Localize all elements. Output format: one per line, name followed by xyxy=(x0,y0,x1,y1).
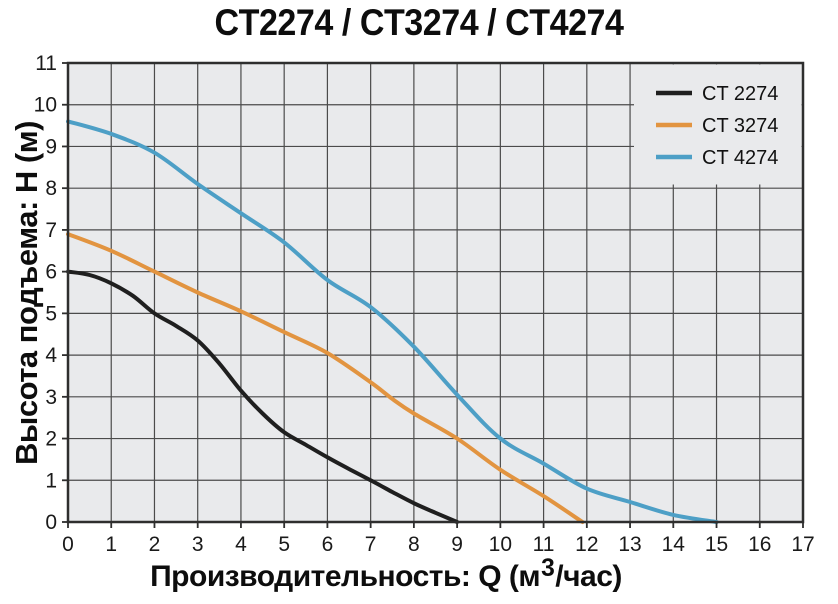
y-tick-label: 3 xyxy=(45,386,57,409)
x-axis-label-text: Производительность: Q (м xyxy=(150,560,541,593)
legend-entry: CT 4274 xyxy=(656,147,778,169)
y-tick-label: 0 xyxy=(45,511,57,534)
legend-entry: CT 3274 xyxy=(656,115,778,137)
x-tick-label: 13 xyxy=(618,533,641,556)
y-tick-label: 8 xyxy=(45,177,57,200)
x-tick-label: 0 xyxy=(62,533,74,556)
plot-frame xyxy=(66,61,805,524)
x-tick-label: 14 xyxy=(662,533,686,556)
legend: CT 2274 CT 3274 CT 4274 xyxy=(634,64,802,185)
x-tick-label: 1 xyxy=(105,533,117,556)
x-axis-label: Производительность: Q (м3/час) xyxy=(150,555,622,594)
legend-label: CT 2274 xyxy=(702,83,778,105)
chart-title: CT2274 / CT3274 / CT4274 xyxy=(214,2,624,43)
legend-label: CT 3274 xyxy=(702,115,778,137)
x-tick-label: 6 xyxy=(322,533,334,556)
y-tick-label: 9 xyxy=(45,135,57,158)
y-tick-label: 2 xyxy=(45,428,57,451)
x-tick-label: 10 xyxy=(489,533,512,556)
y-tick-label: 6 xyxy=(45,261,57,284)
x-tick-label: 15 xyxy=(705,533,728,556)
legend-entry: CT 2274 xyxy=(656,83,778,105)
x-tick-label: 16 xyxy=(748,533,771,556)
x-tick-label: 11 xyxy=(533,533,555,556)
x-tick-label: 9 xyxy=(451,533,463,556)
x-tick-label: 8 xyxy=(408,533,420,556)
gridlines xyxy=(68,63,803,522)
x-axis-label-superscript: 3 xyxy=(541,554,555,582)
y-tick-label: 7 xyxy=(45,219,57,242)
x-tick-label: 17 xyxy=(791,533,814,556)
y-tick-label: 5 xyxy=(45,302,57,325)
x-tick-label: 12 xyxy=(575,533,598,556)
x-tick-label: 5 xyxy=(278,533,290,556)
y-tick-label: 4 xyxy=(45,344,57,367)
curve-ct-2274 xyxy=(66,269,460,524)
curve-ct-3274 xyxy=(66,232,585,524)
x-axis-label-unit: /час) xyxy=(555,560,622,593)
legend-label: CT 4274 xyxy=(702,147,778,169)
y-tick-label: 10 xyxy=(34,94,57,117)
axis-ticks xyxy=(62,62,804,528)
x-tick-label: 7 xyxy=(365,533,377,556)
curve-ct-4274 xyxy=(66,119,719,524)
y-tick-label: 11 xyxy=(35,52,57,75)
x-tick-label: 4 xyxy=(235,533,247,556)
x-tick-label: 3 xyxy=(192,533,204,556)
x-tick-label: 2 xyxy=(149,533,161,556)
y-tick-label: 1 xyxy=(45,469,57,492)
